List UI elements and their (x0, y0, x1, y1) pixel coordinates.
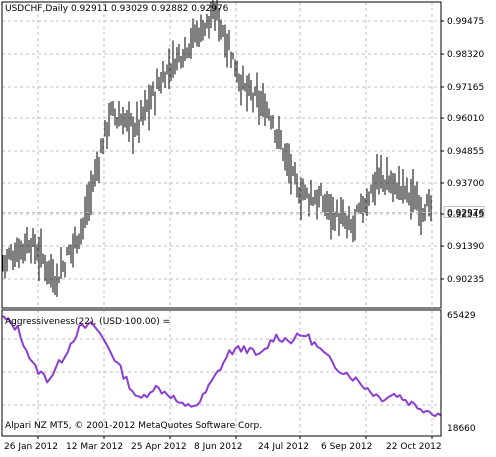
price-pane-title: USDCHF,Daily 0.92911 0.93029 0.92882 0.9… (5, 4, 229, 14)
price-axis[interactable]: 0.92976 0.99475 0.98320 0.97165 0.96010 0.94… (441, 17, 485, 285)
indicator-tick-label: 65429 (447, 311, 476, 321)
price-tick-label: 0.90235 (447, 275, 484, 285)
indicator-pane-title: Aggressiveness(22), (USD·100.00) = (5, 317, 170, 327)
price-tick-label: 0.94855 (447, 147, 484, 157)
current-price-box (443, 205, 485, 218)
price-tick-label: 0.96010 (447, 114, 484, 124)
price-tick-label: 0.93700 (447, 179, 484, 189)
copyright-footer: Alpari NZ MT5, © 2001-2012 MetaQuotes So… (5, 421, 262, 431)
price-pane-border (1, 1, 442, 309)
time-tick-label: 12 Mar 2012 (66, 442, 123, 452)
time-axis: 26 Jan 2012 12 Mar 2012 25 Apr 2012 8 Jun 2… (4, 436, 442, 452)
indicator-pane[interactable]: Aggressiveness(22), (USD·100.00) = Alpar… (1, 309, 442, 437)
time-tick-label: 22 Oct 2012 (386, 442, 442, 452)
price-tick-label: 0.91390 (447, 242, 484, 252)
time-tick-label: 6 Sep 2012 (321, 442, 372, 452)
price-tick-label: 0.97165 (447, 83, 484, 93)
indicator-axis: 65429 18660 (447, 311, 476, 434)
price-tick-label: 0.99475 (447, 17, 484, 27)
price-tick-label: 0.92545 (447, 210, 484, 220)
price-pane[interactable]: USDCHF,Daily 0.92911 0.93029 0.92882 0.9… (1, 0, 442, 309)
price-bars (2, 0, 432, 298)
time-tick-label: 8 Jun 2012 (194, 442, 242, 452)
time-tick-label: 24 Jul 2012 (258, 442, 309, 452)
indicator-tick-label: 18660 (447, 424, 476, 434)
price-tick-label: 0.98320 (447, 50, 484, 60)
price-grid (2, 2, 441, 308)
aggressiveness-line (2, 315, 442, 418)
current-price-label: 0.92976 (447, 208, 484, 218)
time-tick-label: 26 Jan 2012 (4, 442, 58, 452)
time-tick-label: 25 Apr 2012 (131, 442, 187, 452)
indicator-pane-border (1, 309, 442, 437)
